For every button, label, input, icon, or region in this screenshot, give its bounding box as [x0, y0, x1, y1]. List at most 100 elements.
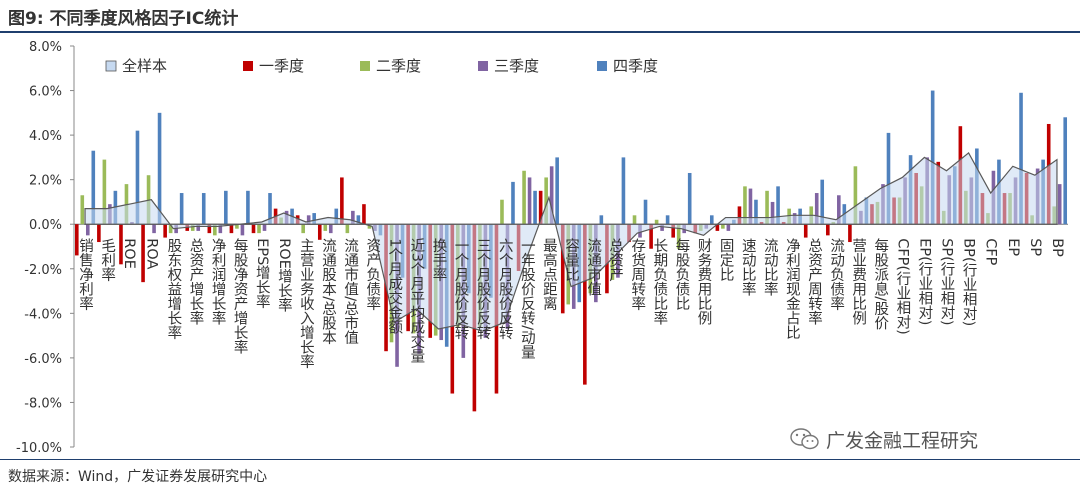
- bar-四季度-36: [886, 132, 891, 225]
- bar-一季度-30: [737, 206, 742, 225]
- bar-一季度-23: [583, 224, 587, 385]
- bar-一季度-33: [803, 224, 808, 238]
- category-label: 每股派息/股价: [872, 238, 888, 330]
- bar-二季度-30: [743, 186, 747, 225]
- bar-一季度-13: [362, 204, 366, 225]
- legend-swatch: [597, 61, 607, 71]
- legend-label: 三季度: [494, 57, 539, 75]
- bar-一季度-11: [317, 224, 322, 240]
- legend: 全样本 一季度 二季度 三季度 四季度: [105, 57, 658, 75]
- bar-三季度-6: [218, 224, 223, 234]
- legend-label: 四季度: [613, 57, 658, 75]
- category-label: EP(行业相对): [916, 238, 932, 325]
- category-label: 总资产增长率: [187, 238, 203, 326]
- bar-二季度-25: [632, 215, 637, 225]
- bar-二季度-12: [345, 224, 350, 234]
- category-label: 毛利率: [99, 238, 115, 282]
- bar-一季度-7: [229, 224, 234, 234]
- legend-label: 一季度: [259, 57, 304, 75]
- bar-四季度-31: [776, 186, 780, 225]
- bar-四季度-6: [224, 190, 228, 225]
- bar-二季度-5: [190, 224, 195, 231]
- bar-二季度-10: [301, 224, 305, 234]
- bar-一季度-26: [649, 224, 653, 249]
- category-label: 销售净利率: [77, 238, 93, 311]
- footer-divider: [0, 459, 1080, 460]
- category-label: 流动负债率: [828, 238, 844, 311]
- bar-一季度-6: [207, 224, 212, 234]
- bar-三季度-20: [527, 177, 532, 225]
- bar-三季度-12: [351, 210, 355, 225]
- bar-一季度-1: [97, 224, 101, 243]
- category-label: 总资产: [607, 238, 623, 282]
- category-label: CFP(行业相对): [894, 238, 910, 335]
- category-label: 流通股本/总股本: [320, 238, 336, 345]
- bar-四季度-23: [599, 215, 604, 225]
- bar-四季度-28: [709, 215, 714, 225]
- bar-四季度-42: [1019, 92, 1023, 225]
- y-tick-label: -10.0%: [16, 441, 62, 456]
- watermark-text: 广发金融工程研究: [826, 430, 979, 452]
- bar-一季度-3: [141, 224, 145, 283]
- legend-swatch: [360, 61, 370, 71]
- bar-三季度-34: [837, 195, 841, 225]
- bar-四季度-30: [754, 199, 758, 225]
- full-sample-area: [84, 152, 1058, 332]
- bar-三季度-7: [240, 224, 245, 236]
- category-label: 1个月成交金额: [386, 238, 402, 334]
- category-label: 存货周转率: [629, 238, 645, 311]
- category-label: 流通市值: [585, 238, 601, 297]
- category-labels: 销售净利率 毛利率 ROE ROA 股东权益增长率 总资产增长率 净利润增长率 每股净资产增长…: [77, 238, 1065, 369]
- category-label: SP(行业相对): [939, 238, 955, 325]
- bar-二季度-8: [257, 224, 261, 234]
- bar-二季度-6: [213, 224, 217, 236]
- y-tick-label: -8.0%: [24, 396, 62, 411]
- bar-三季度-0: [85, 224, 90, 236]
- bar-四季度-7: [246, 190, 250, 225]
- source-note: 数据来源：Wind，广发证券发展研究中心: [8, 469, 268, 485]
- category-label: SP: [1027, 238, 1043, 256]
- category-label: 六个月股价反转: [497, 238, 513, 340]
- legend-label: 二季度: [376, 57, 421, 75]
- bar-四季度-27: [687, 172, 692, 225]
- bar-二季度-1: [102, 159, 107, 225]
- y-tick-label: 4.0%: [29, 129, 62, 144]
- y-tick-label: 6.0%: [29, 85, 62, 100]
- bar-四季度-4: [179, 193, 184, 225]
- bar-三季度-11: [328, 224, 333, 234]
- category-label: CFP: [983, 238, 999, 265]
- bar-二季度-26: [654, 219, 659, 225]
- category-label: ROE: [121, 238, 137, 269]
- category-label: 最高点距离: [541, 238, 557, 311]
- category-label: 长期负债比率: [651, 238, 667, 326]
- bar-三季度-33: [814, 193, 819, 225]
- bar-四季度-5: [201, 193, 206, 225]
- bar-四季度-3: [157, 112, 162, 225]
- bar-三季度-29: [726, 224, 731, 231]
- bar-二季度-27: [676, 224, 681, 249]
- area-full-sample: [84, 152, 1058, 332]
- bar-三季度-5: [196, 224, 201, 231]
- category-label: 财务费用比例: [696, 238, 712, 327]
- bar-四季度-33: [820, 179, 825, 225]
- category-label: 资产负债率: [364, 238, 380, 311]
- category-label: 每股净资产增长率: [232, 238, 248, 355]
- bar-四季度-24: [621, 157, 626, 225]
- category-label: EP: [1005, 238, 1021, 256]
- bar-二季度-31: [765, 190, 769, 225]
- bar-四季度-2: [135, 130, 140, 225]
- y-axis: 8.0% 6.0% 4.0% 2.0% 0.0% -2.0% -4.0% -6.0% -8.0%…: [16, 40, 75, 456]
- bar-四季度-19: [511, 181, 515, 225]
- category-label: 速动比率: [740, 238, 756, 297]
- category-label: 近3个月平均成交量: [408, 238, 424, 363]
- bar-四季度-8: [268, 193, 272, 225]
- bar-三季度-21: [549, 166, 554, 225]
- y-tick-label: -6.0%: [24, 352, 62, 367]
- category-label: 净利润现金占比: [784, 238, 800, 340]
- bar-四季度-0: [91, 150, 96, 225]
- legend-swatch: [243, 61, 253, 71]
- category-label: 容量比: [563, 238, 579, 282]
- legend-swatch: [105, 60, 117, 72]
- bar-一季度-4: [163, 224, 167, 238]
- category-label: 一年股价反转/动量: [519, 238, 535, 359]
